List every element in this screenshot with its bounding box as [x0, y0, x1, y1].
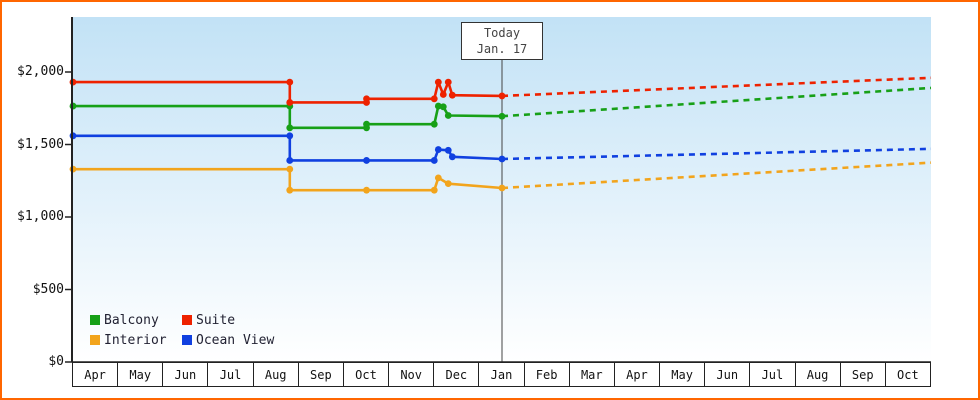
data-point-suite	[430, 95, 438, 103]
series-forecast-interior	[501, 161, 932, 190]
month-label: Aug	[806, 367, 829, 382]
month-label: May	[671, 367, 693, 382]
month-cell: Jul	[207, 362, 254, 387]
legend-swatch-ocean-view	[182, 335, 192, 345]
data-point-ocean-view	[444, 146, 452, 154]
data-point-suite	[434, 78, 442, 86]
y-tick-label: $2,000	[17, 64, 64, 79]
data-point-balcony	[498, 112, 506, 120]
data-point-balcony	[430, 120, 438, 128]
data-point-interior	[444, 180, 452, 188]
month-label: Jul	[761, 367, 784, 382]
data-point-suite	[439, 91, 447, 98]
month-label: Feb	[535, 367, 558, 382]
today-date: Jan. 17	[476, 42, 528, 56]
month-cell: Jan	[478, 362, 525, 387]
data-point-balcony	[434, 102, 442, 110]
month-label: Apr	[84, 367, 106, 382]
month-label: Jun	[174, 367, 197, 382]
data-point-ocean-view	[448, 153, 456, 161]
data-point-interior	[363, 186, 370, 194]
data-point-ocean-view	[430, 157, 438, 164]
data-point-suite	[498, 92, 506, 100]
y-tick-label: $1,500	[17, 136, 64, 152]
month-cell: Jun	[704, 362, 751, 387]
month-label: Nov	[400, 367, 423, 382]
data-point-interior	[286, 186, 294, 194]
series-line-balcony	[71, 104, 504, 130]
data-point-interior	[430, 186, 438, 194]
month-label: Dec	[445, 367, 468, 382]
data-point-interior	[286, 165, 294, 173]
y-tick-label: $1,000	[17, 209, 64, 224]
legend-label: Balcony	[104, 312, 159, 328]
x-axis-months: Apr May Jun Jul Aug Sep Oct Nov Dec Jan Feb Mar Apr M…	[72, 362, 931, 387]
data-point-balcony	[363, 120, 370, 128]
today-label: Today	[483, 26, 521, 40]
series-forecast-balcony	[501, 86, 932, 118]
data-point-ocean-view	[286, 157, 294, 164]
month-cell: Jul	[749, 362, 796, 387]
y-tick-label: $500	[32, 281, 64, 297]
legend-label: Suite	[196, 312, 236, 328]
data-point-balcony	[286, 124, 294, 132]
today-annotation: Today Jan. 17	[461, 22, 543, 60]
legend-swatch-interior	[90, 335, 100, 345]
month-label: Oct	[897, 367, 919, 382]
data-point-suite	[363, 95, 370, 103]
month-cell: Sep	[297, 362, 344, 387]
data-point-suite	[448, 91, 456, 99]
data-point-suite	[286, 99, 294, 106]
month-label: Oct	[355, 367, 377, 382]
month-cell: Jun	[162, 362, 209, 387]
month-cell: Oct	[884, 362, 931, 387]
data-point-suite	[444, 78, 452, 86]
legend-item-balcony: Balcony	[90, 310, 182, 330]
month-cell: Oct	[342, 362, 390, 387]
series-forecast-suite	[501, 76, 932, 98]
legend-item-suite: Suite	[182, 310, 274, 330]
data-point-ocean-view	[434, 146, 442, 153]
month-cell: May	[659, 362, 706, 387]
month-label: Aug	[264, 367, 287, 382]
data-point-interior	[434, 174, 442, 182]
legend-swatch-suite	[182, 315, 192, 325]
month-cell: Sep	[839, 362, 886, 387]
month-label: Sep	[851, 367, 874, 382]
data-point-ocean-view	[363, 157, 370, 164]
chart-legend: Balcony Suite Interior Ocean View	[90, 310, 274, 350]
month-cell: Mar	[568, 362, 615, 387]
data-point-ocean-view	[286, 132, 294, 140]
legend-swatch-balcony	[90, 315, 100, 325]
month-label: Jun	[716, 367, 739, 382]
data-point-suite	[286, 78, 294, 86]
data-point-ocean-view	[498, 155, 506, 163]
series-forecast-ocean-view	[501, 147, 932, 161]
month-cell: May	[117, 362, 164, 387]
y-tick-label: $0	[48, 354, 64, 369]
month-label: Sep	[310, 367, 332, 382]
month-cell: Feb	[523, 362, 570, 387]
data-point-balcony	[444, 112, 452, 119]
month-label: May	[129, 367, 152, 382]
legend-label: Ocean View	[196, 332, 275, 348]
month-label: Jul	[219, 367, 242, 382]
month-cell: Aug	[252, 362, 299, 387]
month-cell: Apr	[613, 362, 661, 387]
month-label: Mar	[580, 367, 603, 382]
legend-item-interior: Interior	[90, 330, 182, 350]
month-cell: Dec	[433, 362, 480, 387]
month-label: Apr	[626, 367, 648, 382]
legend-item-ocean-view: Ocean View	[182, 330, 274, 350]
month-label: Jan	[490, 367, 513, 382]
data-point-balcony	[439, 103, 447, 111]
data-point-interior	[498, 184, 506, 192]
month-cell: Apr	[72, 362, 119, 387]
legend-label: Interior	[104, 332, 167, 348]
month-cell: Aug	[794, 362, 841, 387]
month-cell: Nov	[388, 362, 435, 387]
